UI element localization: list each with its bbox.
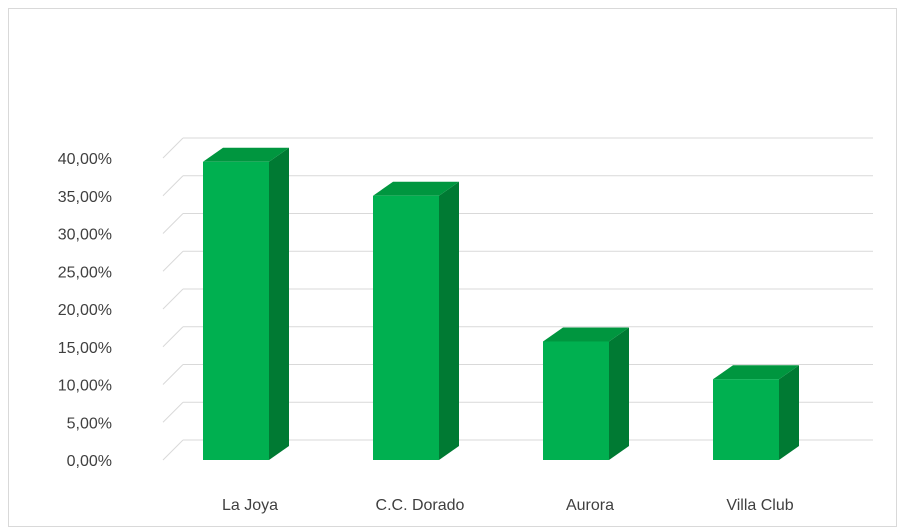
bar-front (203, 161, 269, 460)
bar-side (609, 327, 629, 460)
y-tick-label: 0,00% (67, 453, 112, 470)
x-tick-label: La Joya (222, 497, 278, 514)
y-tick-label: 15,00% (58, 340, 112, 357)
y-tick-label: 20,00% (58, 302, 112, 319)
gridline-side (162, 439, 184, 461)
gridline-side (162, 213, 184, 234)
x-tick-label: C.C. Dorado (376, 497, 465, 514)
bar (373, 181, 459, 460)
bar-top (203, 147, 289, 162)
bar-top (713, 365, 799, 380)
bar-top (543, 327, 629, 342)
y-tick-label: 30,00% (58, 227, 112, 244)
x-tick-label: Aurora (566, 497, 614, 514)
bar-side (439, 181, 459, 460)
bar-front (713, 379, 779, 460)
gridline-side (162, 137, 184, 159)
gridline-side (162, 326, 184, 348)
gridline-side (162, 288, 184, 310)
bar (543, 327, 629, 460)
bar-side (269, 147, 289, 460)
y-tick-label: 5,00% (67, 415, 112, 432)
bar-front (373, 195, 439, 460)
y-tick-label: 35,00% (58, 189, 112, 206)
y-tick-label: 10,00% (58, 378, 112, 395)
x-tick-label: Villa Club (726, 497, 793, 514)
gridline-side (162, 250, 184, 272)
bar (713, 365, 799, 460)
bar (203, 147, 289, 460)
y-tick-label: 40,00% (58, 151, 112, 168)
gridline-side (162, 401, 184, 423)
bar-front (543, 341, 609, 460)
bar-top (373, 181, 459, 196)
bar-side (779, 365, 799, 460)
gridlines (162, 137, 873, 461)
gridline-side (162, 175, 184, 197)
x-axis: La Joya C.C. Dorado Aurora Villa Club (222, 497, 794, 514)
bars (203, 147, 799, 460)
y-tick-label: 25,00% (58, 264, 112, 281)
y-axis: 0,00% 5,00% 10,00% 15,00% 20,00% 25,00% 30,00%… (58, 151, 112, 470)
gridline-side (162, 364, 184, 385)
